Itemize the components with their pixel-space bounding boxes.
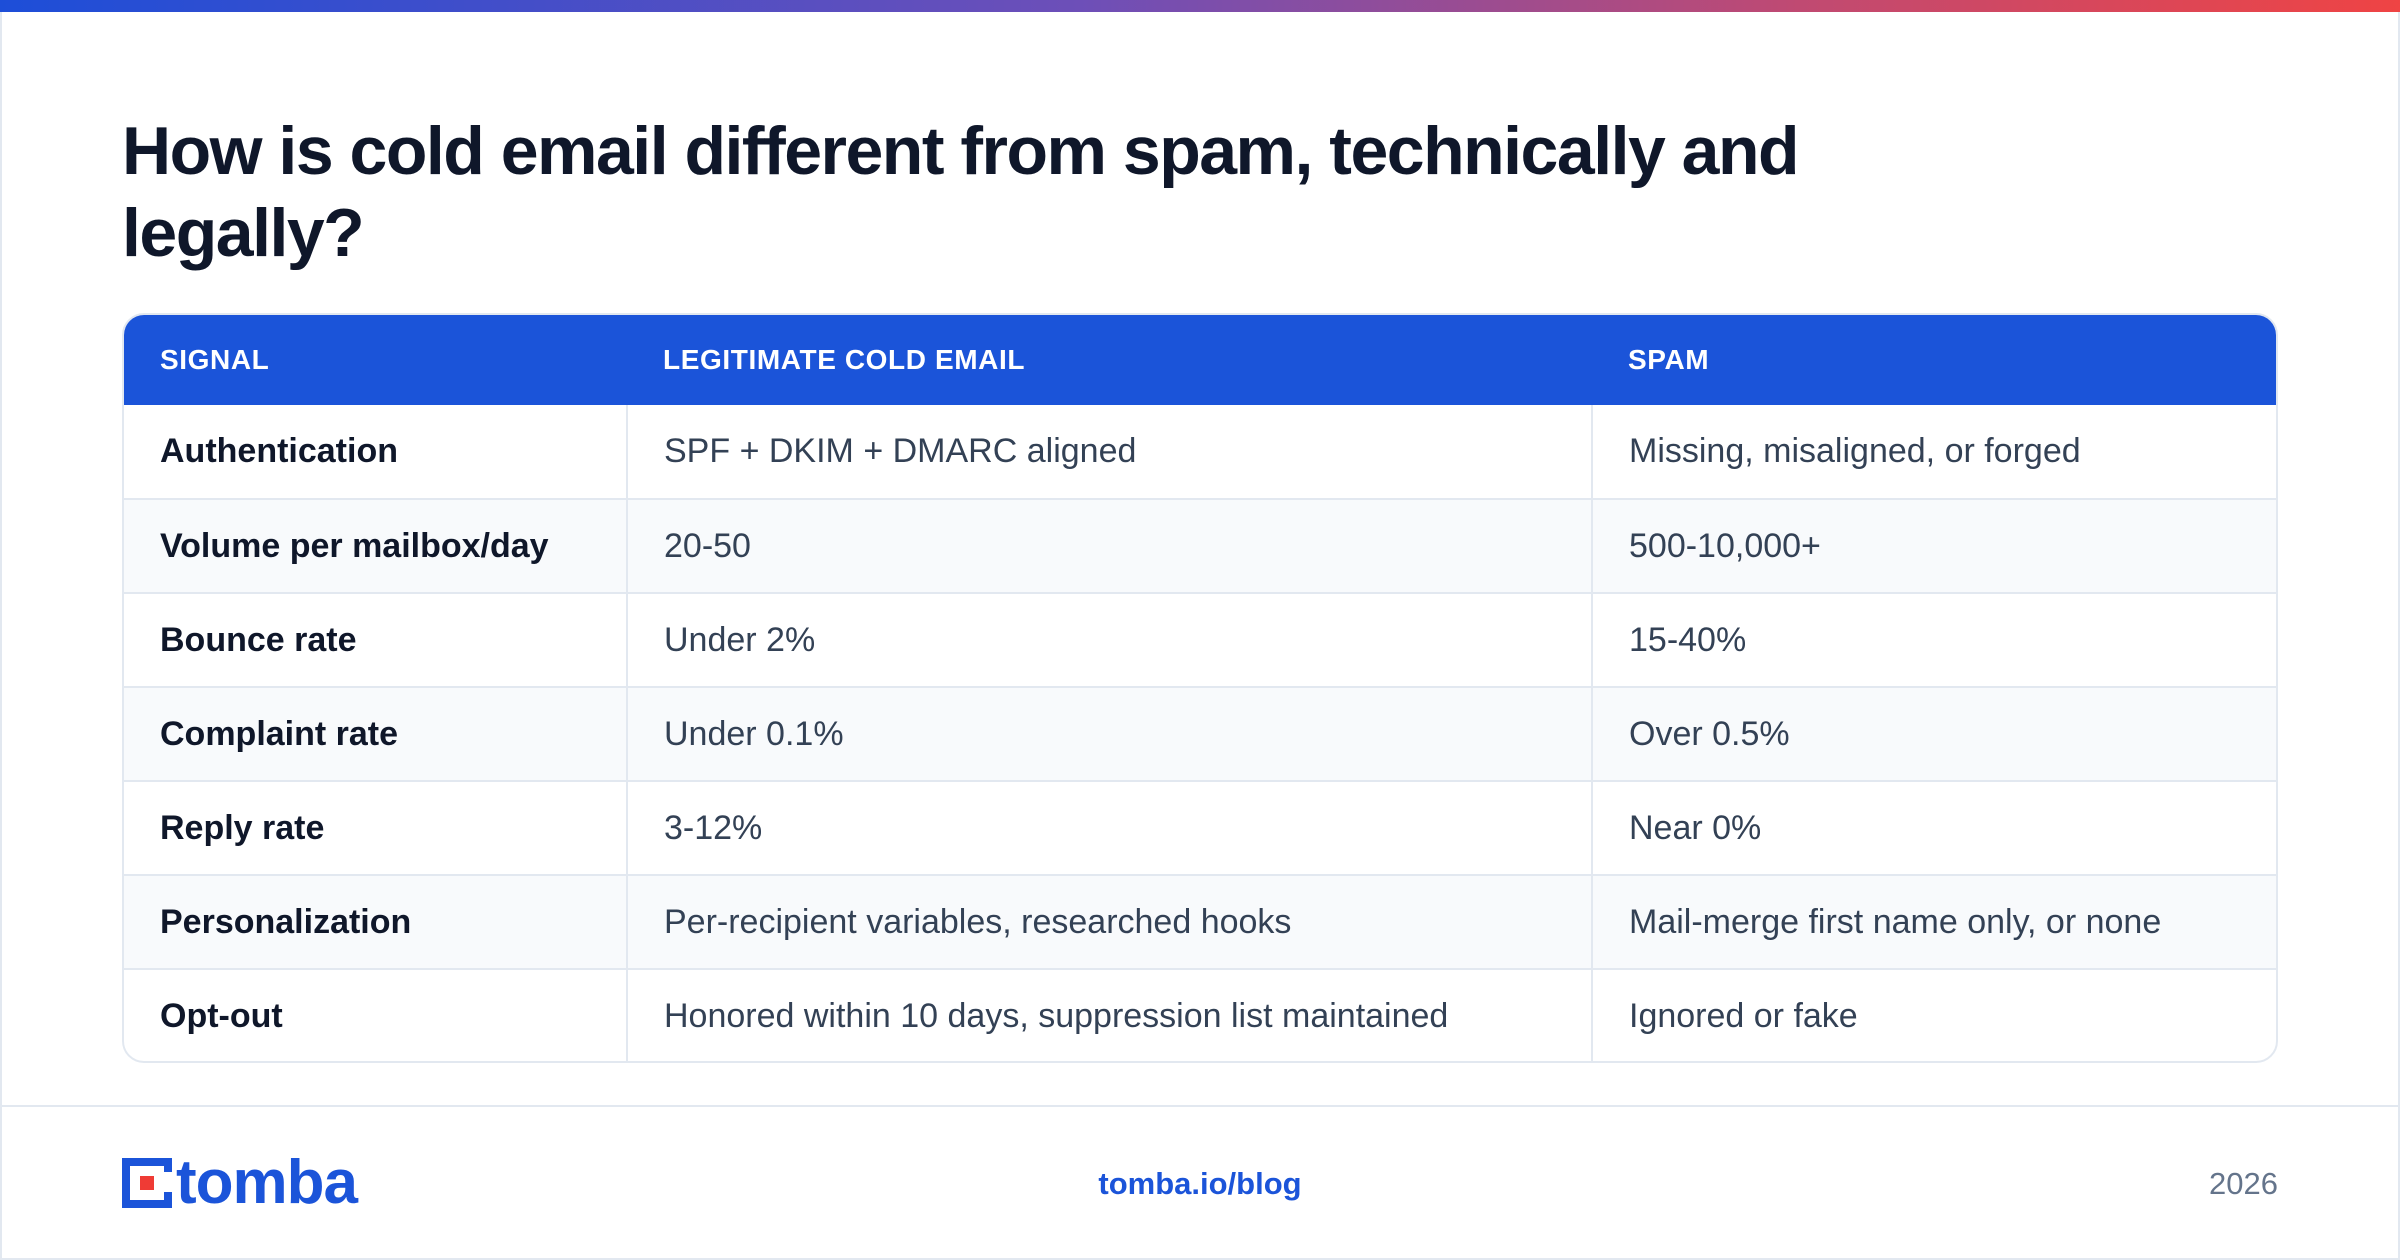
- top-gradient-bar: [0, 0, 2400, 12]
- spam-cell: Missing, misaligned, or forged: [1591, 405, 2276, 499]
- signal-cell: Volume per mailbox/day: [124, 498, 627, 593]
- table-row: Volume per mailbox/day 20-50 500-10,000+: [124, 498, 2276, 593]
- legitimate-cell: Under 0.1%: [626, 686, 1592, 781]
- legitimate-cell: 3-12%: [626, 780, 1592, 875]
- blog-link[interactable]: tomba.io/blog: [1098, 1166, 1302, 1201]
- legitimate-cell: Under 2%: [626, 592, 1592, 687]
- table-header-row: SIGNAL LEGITIMATE COLD EMAIL SPAM: [124, 315, 2276, 405]
- page-title: How is cold email different from spam, t…: [122, 113, 1800, 271]
- spam-cell: 15-40%: [1591, 592, 2276, 687]
- legitimate-cell: Honored within 10 days, suppression list…: [626, 968, 1592, 1061]
- tomba-logo-icon: [122, 1158, 174, 1208]
- spam-cell: Ignored or fake: [1591, 968, 2276, 1061]
- legitimate-cell: SPF + DKIM + DMARC aligned: [626, 405, 1592, 499]
- comparison-table: SIGNAL LEGITIMATE COLD EMAIL SPAM Authen…: [122, 313, 2278, 1063]
- table-row: Personalization Per-recipient variables,…: [124, 874, 2276, 969]
- signal-cell: Complaint rate: [124, 686, 627, 781]
- header-signal: SIGNAL: [160, 344, 270, 375]
- header-legitimate-cold-email: LEGITIMATE COLD EMAIL: [663, 344, 1026, 375]
- tomba-logo[interactable]: tomba: [122, 1148, 358, 1217]
- header-spam: SPAM: [1628, 344, 1710, 375]
- signal-cell: Reply rate: [124, 780, 627, 875]
- table-row: Bounce rate Under 2% 15-40%: [124, 592, 2276, 687]
- legitimate-cell: 20-50: [626, 498, 1592, 593]
- table-row: Complaint rate Under 0.1% Over 0.5%: [124, 686, 2276, 781]
- signal-cell: Authentication: [160, 432, 398, 470]
- spam-cell: Over 0.5%: [1591, 686, 2276, 781]
- legitimate-cell: Per-recipient variables, researched hook…: [626, 874, 1592, 969]
- logo-wordmark: tomba: [176, 1148, 358, 1217]
- spam-cell: Mail-merge first name only, or none: [1591, 874, 2276, 969]
- signal-cell: Opt-out: [124, 968, 627, 1061]
- table-row: Reply rate 3-12% Near 0%: [124, 780, 2276, 875]
- spam-cell: Near 0%: [1591, 780, 2276, 875]
- spam-cell: 500-10,000+: [1591, 498, 2276, 593]
- table-row: Opt-out Honored within 10 days, suppress…: [124, 968, 2276, 1061]
- footer-divider: [0, 1105, 2400, 1107]
- footer-year: 2026: [2209, 1166, 2278, 1201]
- table-row: Authentication SPF + DKIM + DMARC aligne…: [124, 405, 2276, 499]
- signal-cell: Bounce rate: [124, 592, 627, 687]
- signal-cell: Personalization: [124, 874, 627, 969]
